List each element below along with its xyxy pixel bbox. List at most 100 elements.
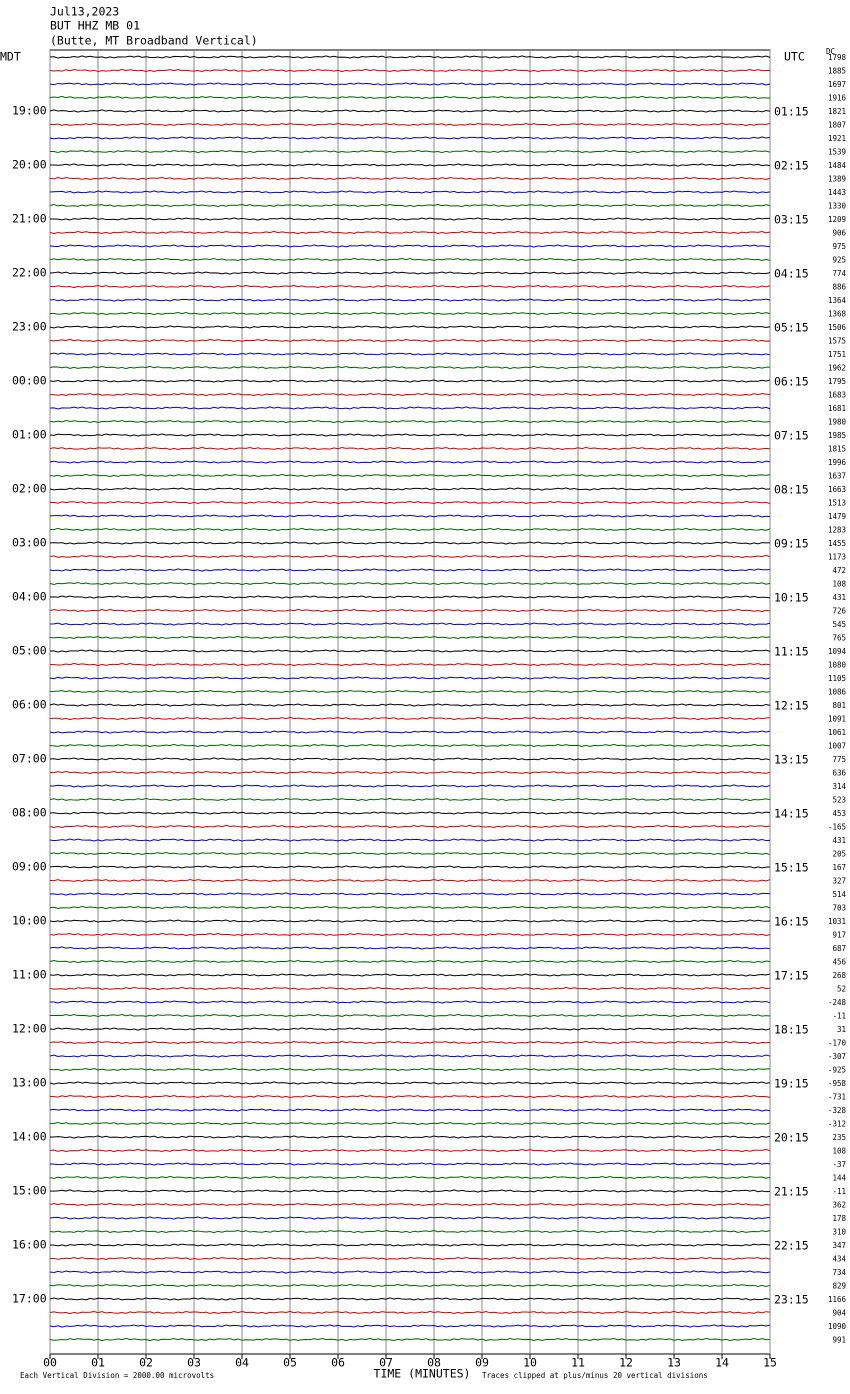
dc-value: 1283 — [828, 526, 846, 535]
trace — [49, 149, 771, 154]
right-time: 09:15 — [774, 537, 809, 551]
dc-value: 1962 — [828, 364, 846, 373]
dc-value: 431 — [832, 593, 846, 602]
trace — [49, 1216, 771, 1220]
trace — [49, 163, 771, 167]
trace — [49, 811, 771, 815]
right-time: 03:15 — [774, 213, 809, 227]
trace — [49, 1310, 771, 1315]
dc-value: 1061 — [828, 728, 846, 737]
x-tick-label: 00 — [43, 1356, 57, 1370]
trace — [49, 244, 771, 248]
trace — [49, 109, 771, 113]
right-time: 21:15 — [774, 1185, 809, 1199]
trace — [49, 338, 771, 343]
trace — [49, 770, 771, 775]
dc-value: 991 — [832, 1336, 846, 1345]
dc-value: 1094 — [828, 647, 847, 656]
dc-value: -165 — [828, 823, 846, 832]
trace — [49, 635, 771, 640]
dc-value: -312 — [828, 1120, 846, 1129]
dc-value: 167 — [832, 863, 846, 872]
trace — [49, 1202, 771, 1207]
trace — [49, 487, 771, 491]
left-time: 15:00 — [12, 1184, 47, 1198]
trace — [49, 298, 771, 302]
dc-value: 1209 — [828, 215, 846, 224]
right-time: 02:15 — [774, 159, 809, 173]
trace — [49, 824, 771, 829]
trace — [49, 905, 771, 910]
dc-value: 108 — [832, 580, 846, 589]
right-time: 23:15 — [774, 1293, 809, 1307]
trace — [49, 541, 771, 545]
dc-value: 829 — [832, 1282, 846, 1291]
trace — [49, 1283, 771, 1288]
trace — [49, 217, 771, 221]
dc-value: 1513 — [828, 499, 846, 508]
trace — [49, 865, 771, 869]
trace — [49, 527, 771, 532]
dc-value: 523 — [832, 796, 846, 805]
trace — [49, 608, 771, 613]
dc-value: 1916 — [828, 94, 847, 103]
dc-value: 514 — [832, 890, 846, 899]
dc-value: 1166 — [828, 1295, 847, 1304]
dc-value: 734 — [832, 1268, 846, 1277]
dc-value: 31 — [837, 1025, 846, 1034]
dc-value: 1455 — [828, 539, 846, 548]
dc-value: 1663 — [828, 485, 846, 494]
left-time: 04:00 — [12, 590, 47, 604]
left-time: 13:00 — [12, 1076, 47, 1090]
dc-value: 472 — [832, 566, 846, 575]
trace — [49, 1162, 771, 1166]
trace — [49, 1013, 771, 1018]
trace — [49, 1135, 771, 1139]
left-label: MDT — [0, 50, 21, 64]
dc-value: 1815 — [828, 445, 846, 454]
trace — [49, 176, 771, 181]
dc-value: 775 — [832, 755, 846, 764]
trace — [49, 662, 771, 667]
left-time: 06:00 — [12, 698, 47, 712]
dc-value: 1364 — [828, 296, 847, 305]
trace — [49, 257, 771, 262]
dc-value: 1807 — [828, 121, 846, 130]
left-time: 08:00 — [12, 806, 47, 820]
dc-value: 1821 — [828, 107, 846, 116]
dc-value: 1575 — [828, 337, 846, 346]
dc-value: 1683 — [828, 391, 846, 400]
dc-value: 108 — [832, 1147, 846, 1156]
trace — [49, 568, 771, 572]
left-time: 14:00 — [12, 1130, 47, 1144]
x-tick-label: 05 — [283, 1356, 297, 1370]
trace — [49, 986, 771, 991]
trace — [49, 892, 771, 896]
dc-value: -248 — [828, 998, 847, 1007]
right-time: 20:15 — [774, 1131, 809, 1145]
trace — [49, 514, 771, 518]
trace — [49, 1121, 771, 1126]
location: (Butte, MT Broadband Vertical) — [50, 34, 258, 48]
trace — [49, 703, 771, 707]
trace — [49, 406, 771, 410]
trace — [49, 1270, 771, 1274]
dc-value: 1031 — [828, 917, 846, 926]
dc-value: 235 — [832, 1133, 846, 1142]
dc-value: 1105 — [828, 674, 846, 683]
dc-value: 765 — [832, 634, 846, 643]
trace — [49, 55, 771, 59]
dc-value: 1798 — [828, 53, 847, 62]
trace — [49, 433, 771, 437]
right-time: 08:15 — [774, 483, 809, 497]
trace — [49, 1256, 771, 1261]
dc-value: 327 — [832, 877, 846, 886]
dc-value: 314 — [832, 782, 846, 791]
left-time: 23:00 — [12, 320, 47, 334]
trace — [49, 838, 771, 842]
right-time: 15:15 — [774, 861, 809, 875]
x-tick-label: 06 — [331, 1356, 345, 1370]
trace — [49, 797, 771, 802]
dc-value: 545 — [832, 620, 846, 629]
